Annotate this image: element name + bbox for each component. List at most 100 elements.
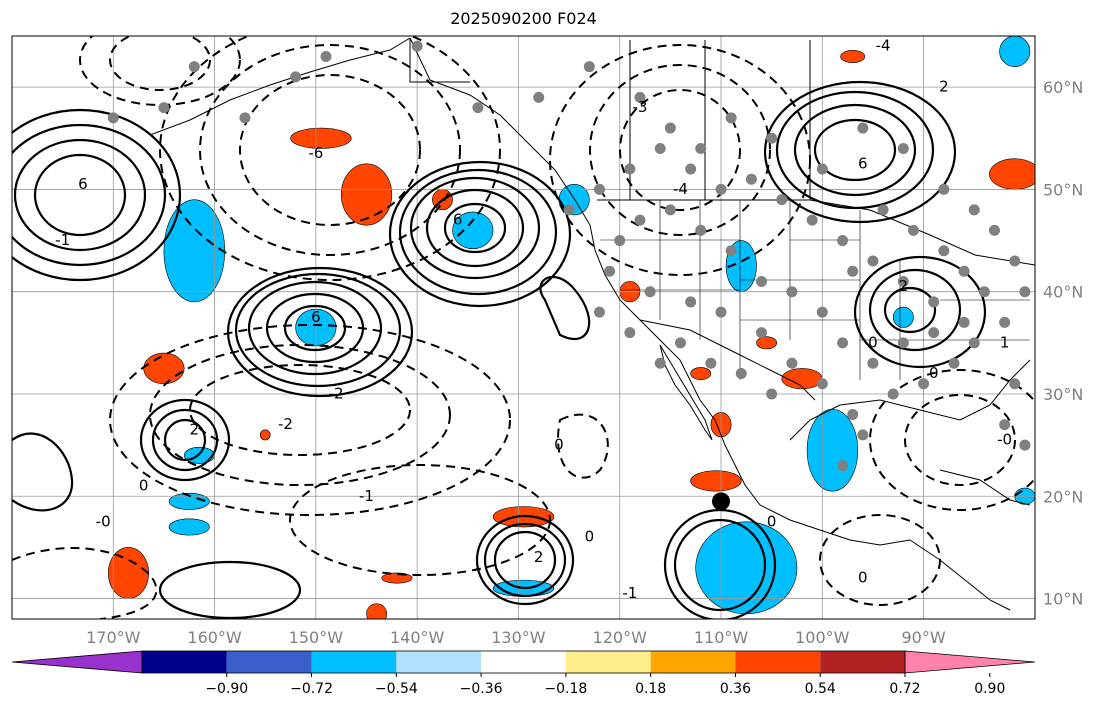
shaded-region-positive xyxy=(840,50,866,63)
station-dot xyxy=(1019,439,1031,451)
lat-tick-label: 40°N xyxy=(1043,283,1083,302)
colorbar-tick-label: 0.54 xyxy=(805,681,836,697)
station-dot xyxy=(654,357,666,369)
contour-label-dashed: -4 xyxy=(673,180,688,198)
latitude-tick-labels: 60°N 50°N 40°N 30°N 20°N 10°N xyxy=(1043,78,1083,608)
contour-label-dashed: 0 xyxy=(868,333,878,351)
coastline-gulf xyxy=(789,359,1031,441)
station-dot xyxy=(634,214,646,226)
contour-label-dashed: -4 xyxy=(876,37,891,55)
station-dot xyxy=(1009,378,1021,390)
contour-label-solid: 6 xyxy=(453,211,463,229)
shaded-region-negative xyxy=(452,211,494,250)
shaded-region-positive xyxy=(290,127,352,149)
station-dot xyxy=(958,316,970,328)
station-dot xyxy=(664,122,676,134)
shaded-region-negative xyxy=(806,409,859,492)
station-dot xyxy=(674,337,686,349)
colorbar-extend-high xyxy=(904,650,1036,674)
station-dot xyxy=(867,255,879,267)
shaded-region-negative xyxy=(168,492,210,510)
lon-tick-label: 120°W xyxy=(593,628,648,647)
colorbar-tick-label: 0.18 xyxy=(635,681,666,697)
border-canada-provinces xyxy=(409,38,811,200)
station-dot xyxy=(857,122,869,134)
shaded-region-negative xyxy=(892,306,914,328)
lon-tick-label: 130°W xyxy=(491,628,546,647)
colorbar-tick-label: −0.18 xyxy=(544,681,587,697)
longitude-tick-labels: 170°W 160°W 150°W 140°W 130°W 120°W 110°W 100°W… xyxy=(86,628,946,647)
shaded-region-positive xyxy=(381,572,413,584)
contour-labels: 6 6 6 6 2 2 2 2 0 0 0 0 0 1 -2 -1 -3 -2 -6 -4 -1 -0 -1 -0 -4 0 0 xyxy=(55,37,1012,602)
station-dot xyxy=(816,306,828,318)
contour-label-dashed: -1 xyxy=(55,231,70,249)
station-dot xyxy=(563,204,575,216)
station-dot xyxy=(816,163,828,175)
station-dot xyxy=(725,112,737,124)
station-dot xyxy=(654,143,666,155)
colorbar-tick-label: 0.72 xyxy=(889,681,920,697)
contour-label-solid: 2 xyxy=(190,420,200,438)
station-dot xyxy=(877,204,889,216)
map-plot-area: 6 6 6 6 2 2 2 2 0 0 0 0 0 1 -2 -1 -3 -2 -6 -4 -1 -0 -1 -0 -4 0 0 xyxy=(12,36,1035,619)
contour-label-solid: 6 xyxy=(311,308,321,326)
central-america-coast xyxy=(909,469,1031,611)
contour-label-dashed: 0 xyxy=(554,436,564,454)
contour-label-dashed: -3 xyxy=(632,98,647,116)
station-dot xyxy=(624,327,636,339)
station-dot xyxy=(968,204,980,216)
map-title: 2025090200 F024 xyxy=(450,9,597,28)
lat-tick-label: 20°N xyxy=(1043,487,1083,506)
station-dot xyxy=(188,61,200,73)
lat-tick-label: 30°N xyxy=(1043,385,1083,404)
station-dot xyxy=(715,306,727,318)
station-dot xyxy=(624,163,636,175)
station-dot xyxy=(928,296,940,308)
colorbar-segment xyxy=(396,651,482,673)
station-dot xyxy=(968,337,980,349)
station-dot xyxy=(766,132,778,144)
station-dot xyxy=(685,163,697,175)
colorbar-tick-label: −0.54 xyxy=(375,681,418,697)
colorbar-segment xyxy=(820,651,905,673)
shaded-region-positive xyxy=(690,367,712,380)
contour-label-solid: 2 xyxy=(899,277,909,295)
station-dot xyxy=(948,357,960,369)
contour-label-dashed: -1 xyxy=(359,487,374,505)
lon-tick-label: 160°W xyxy=(187,628,242,647)
contour-label-dashed: -0 xyxy=(997,431,1012,449)
station-dot xyxy=(897,275,909,287)
colorbar-extend-low xyxy=(11,650,143,674)
station-dot xyxy=(847,265,859,277)
station-dot xyxy=(867,357,879,369)
station-dot xyxy=(604,265,616,277)
contour-label-solid: 6 xyxy=(858,154,868,172)
colorbar-tick-label: −0.36 xyxy=(460,681,503,697)
station-dot xyxy=(786,357,798,369)
station-dot xyxy=(837,337,849,349)
contour-label-solid: 2 xyxy=(939,78,949,96)
shaded-region-negative xyxy=(168,518,210,536)
solid-contours xyxy=(12,80,987,619)
contour-label-dashed: -6 xyxy=(308,144,323,162)
station-dot xyxy=(837,235,849,247)
shaded-region-positive xyxy=(259,429,271,441)
station-dot xyxy=(664,204,676,216)
station-dot xyxy=(938,245,950,257)
colorbar-segment xyxy=(650,651,736,673)
station-dot xyxy=(999,316,1011,328)
station-dot xyxy=(806,214,818,226)
station-markers xyxy=(107,40,1031,472)
colorbar-tick-label: 0.36 xyxy=(720,681,751,697)
shaded-region-positive xyxy=(143,352,185,385)
shaded-region-positive xyxy=(690,470,742,492)
station-dot xyxy=(816,378,828,390)
station-dot xyxy=(756,327,768,339)
shaded-region-positive xyxy=(989,158,1035,190)
station-dot xyxy=(320,50,332,62)
contour-label-solid: 0 xyxy=(929,364,939,382)
station-dot xyxy=(705,357,717,369)
station-dot xyxy=(988,224,1000,236)
station-dot xyxy=(766,388,778,400)
station-dot xyxy=(290,71,302,83)
